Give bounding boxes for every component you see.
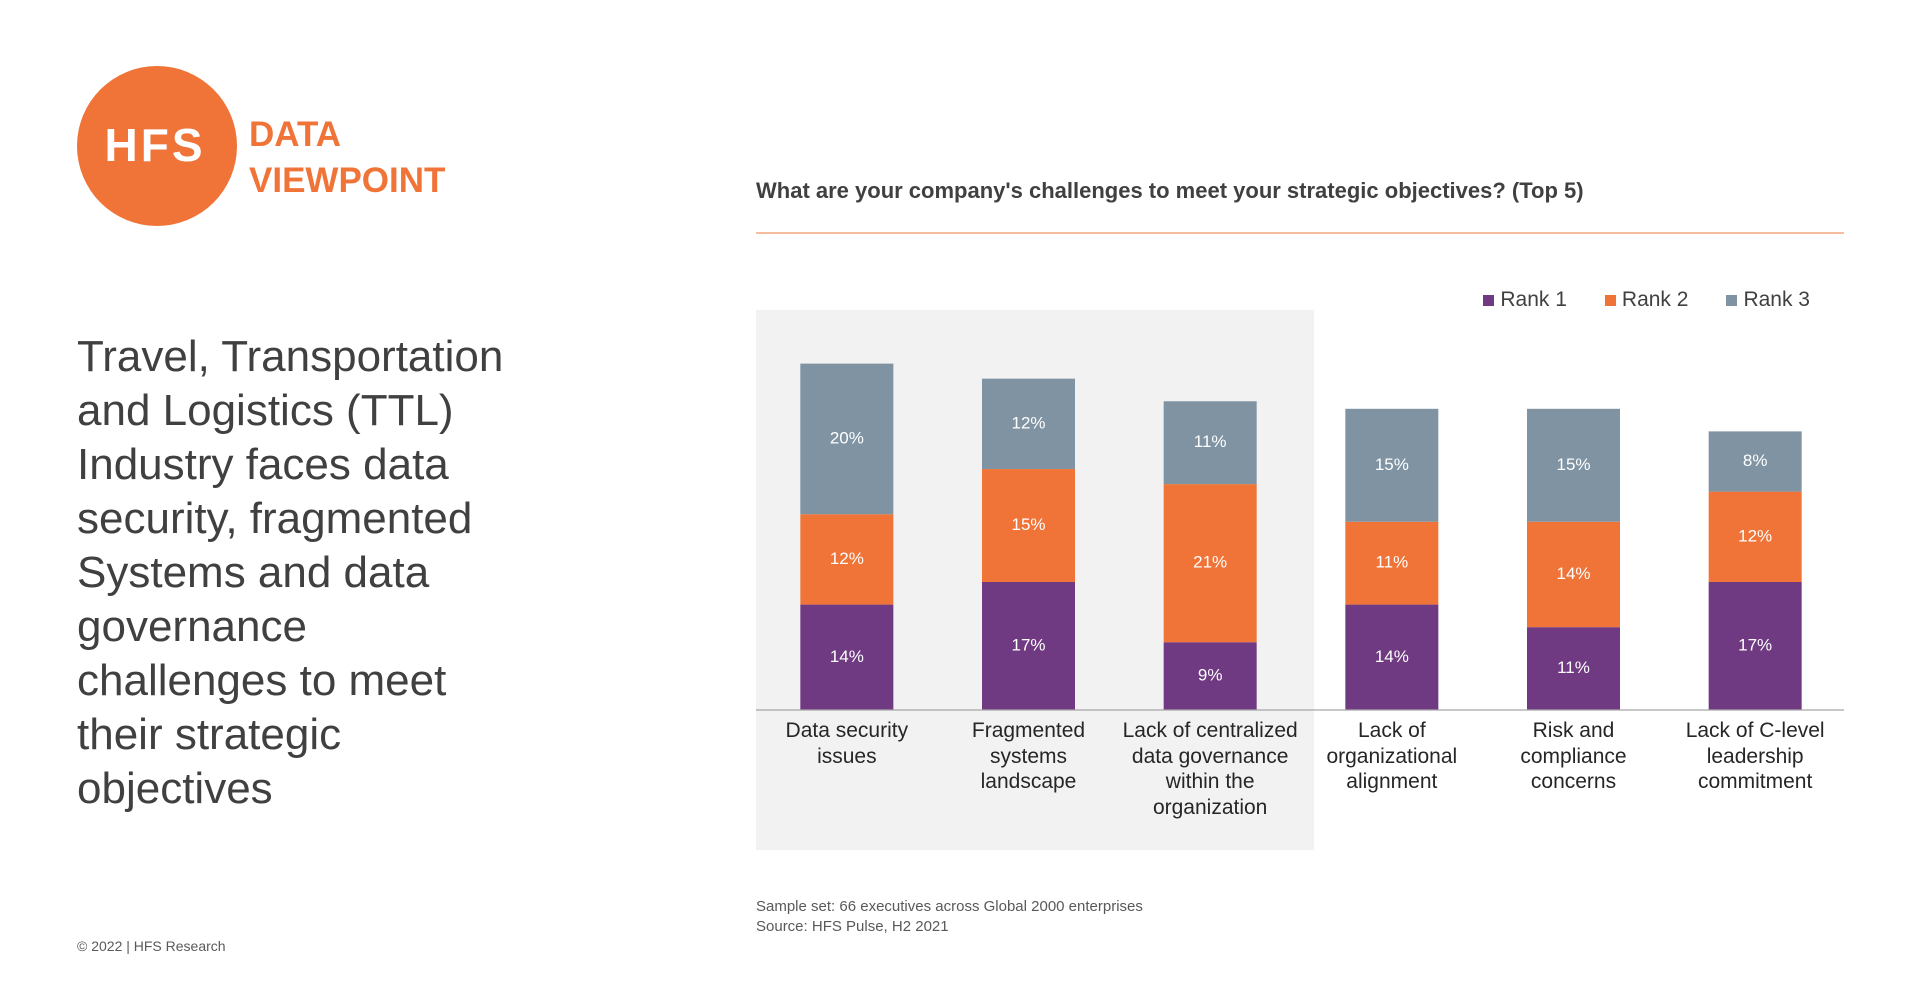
logo-circle bbox=[77, 66, 237, 226]
bar-segment bbox=[982, 581, 1075, 710]
value-label: 12% bbox=[1011, 413, 1045, 432]
value-label: 14% bbox=[830, 647, 864, 666]
bar-segment bbox=[1163, 484, 1257, 643]
legend-label: Rank 2 bbox=[1621, 288, 1689, 311]
bar-segment bbox=[800, 604, 894, 710]
bar-segment bbox=[800, 514, 894, 605]
value-label: 9% bbox=[1198, 666, 1223, 685]
value-label: 11% bbox=[1194, 432, 1227, 451]
legend-item: Rank 1 bbox=[1483, 288, 1567, 312]
bar-segment bbox=[1527, 521, 1620, 628]
category-label: Risk and compliance concerns bbox=[1520, 719, 1627, 793]
headline: Travel, Transportation and Logistics (TT… bbox=[77, 332, 504, 813]
value-label: 21% bbox=[1193, 553, 1227, 572]
value-label: 17% bbox=[1011, 635, 1045, 654]
category-label: Fragmented systems landscape bbox=[971, 719, 1086, 793]
logo-line: DATA bbox=[249, 115, 342, 154]
bar-segment bbox=[982, 469, 1075, 582]
legend-label: Rank 1 bbox=[1500, 288, 1567, 311]
chart-title: What are your company's challenges to me… bbox=[756, 178, 1584, 203]
legend: Rank 1 Rank 2 Rank 3 bbox=[1483, 288, 1810, 312]
bar-segment bbox=[1708, 581, 1802, 710]
bar-segment bbox=[1527, 627, 1620, 710]
note: Sample set: 66 executives across Global … bbox=[756, 898, 1143, 915]
legend-item: Rank 2 bbox=[1604, 288, 1689, 312]
bar-segment bbox=[1163, 642, 1257, 710]
value-label: 12% bbox=[830, 549, 864, 568]
bar-segment bbox=[1345, 408, 1439, 522]
legend-swatch bbox=[1726, 294, 1738, 306]
logo-mark: HFS bbox=[105, 119, 206, 171]
bar-segment bbox=[1345, 521, 1439, 605]
logo-text: DATA VIEWPOINT bbox=[249, 112, 445, 204]
value-label: 14% bbox=[1556, 564, 1590, 583]
note: Source: HFS Pulse, H2 2021 bbox=[756, 918, 949, 935]
value-label: 15% bbox=[1375, 455, 1409, 474]
value-label: 20% bbox=[830, 428, 864, 447]
value-label: 14% bbox=[1375, 647, 1409, 666]
notes: Sample set: 66 executives across Global … bbox=[756, 897, 1143, 937]
bar-segment bbox=[1163, 401, 1257, 485]
bar-segment bbox=[982, 378, 1075, 470]
legend-item: Rank 3 bbox=[1726, 288, 1810, 312]
legend-label: Rank 3 bbox=[1743, 288, 1810, 311]
category-label: Lack of centralized data governance with… bbox=[1122, 719, 1298, 819]
value-label: 11% bbox=[1375, 553, 1408, 572]
bar-segment bbox=[800, 363, 894, 515]
bar-segment bbox=[1527, 408, 1620, 522]
logo-line: VIEWPOINT bbox=[249, 161, 446, 200]
value-label: 8% bbox=[1743, 451, 1768, 470]
legend-swatch bbox=[1483, 294, 1495, 306]
footer: © 2022 | HFS Research bbox=[77, 938, 226, 954]
category-label: Data security issues bbox=[785, 719, 909, 768]
category-label: Lack of organizational alignment bbox=[1326, 719, 1458, 793]
bars: 14% 12% 20% 17% 15% 12% 9% 21% 11% 14% 11% 15% 11% 14… bbox=[800, 363, 1802, 710]
value-label: 15% bbox=[1011, 515, 1045, 534]
bar-segment bbox=[1708, 431, 1802, 492]
legend-swatch bbox=[1604, 294, 1616, 306]
bar-segment bbox=[1345, 604, 1439, 710]
value-label: 15% bbox=[1556, 455, 1590, 474]
value-label: 12% bbox=[1738, 526, 1772, 545]
value-label: 17% bbox=[1738, 635, 1772, 654]
category-label: Lack of C-level leadership commitment bbox=[1685, 719, 1825, 793]
bar-segment bbox=[1708, 491, 1802, 582]
value-label: 11% bbox=[1557, 658, 1590, 677]
